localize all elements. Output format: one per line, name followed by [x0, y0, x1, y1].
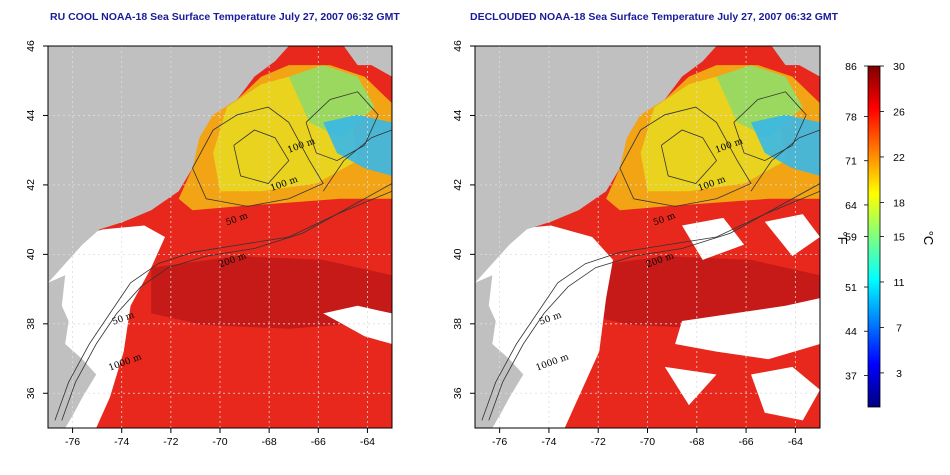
y-tick-label-left: 38: [25, 318, 37, 330]
x-tick-label-right: -76: [492, 436, 507, 448]
colorbar-fahrenheit-label: 37: [845, 370, 857, 382]
gulf-stream-core-left: [151, 256, 392, 329]
land-right-2: [771, 46, 820, 77]
title-left: RU COOL NOAA-18 Sea Surface Temperature …: [50, 11, 400, 23]
colorbar-celsius-label: 26: [893, 106, 905, 118]
x-tick-label-left: -72: [163, 436, 178, 448]
colorbar-fahrenheit-label: 44: [845, 326, 857, 338]
cloud-mask-right-1: [675, 298, 820, 360]
y-tick-label-right: 46: [452, 40, 464, 52]
colorbar-celsius-label: 11: [894, 277, 905, 289]
y-tick-label-left: 44: [25, 109, 37, 121]
colorbar: 30 26 22 18 15 11 7 3 86 78 71 64 59 51 44 37 °F °C: [835, 61, 936, 408]
y-tick-label-left: 36: [25, 387, 37, 399]
cloud-mask-right-6: [764, 214, 820, 257]
bathymetry-contour-left-0: [54, 190, 392, 421]
colorbar-celsius-label: 30: [893, 61, 905, 73]
bathymetry-contour-right-1: [488, 183, 820, 421]
land-left-2: [343, 46, 392, 77]
cloud-mask-right-3: [664, 366, 717, 406]
colorbar-celsius-label: 7: [896, 322, 902, 334]
colorbar-celsius-label: 3: [896, 368, 902, 380]
colorbar-celsius-label: 22: [893, 152, 905, 164]
colorbar-gradient: [867, 65, 881, 408]
x-tick-label-left: -66: [311, 436, 326, 448]
land-right-1: [475, 275, 524, 428]
colorbar-celsius-label: 15: [893, 232, 905, 244]
land-left-1: [48, 275, 97, 428]
bathymetry-contour-left-2: [192, 106, 324, 207]
y-tick-label-right: 42: [452, 179, 464, 191]
x-tick-label-right: -74: [541, 436, 556, 448]
land-right-0: [475, 46, 717, 283]
y-tick-label-right: 44: [452, 109, 464, 121]
x-tick-label-left: -64: [360, 436, 375, 448]
x-tick-label-left: -76: [65, 436, 80, 448]
x-tick-label-right: -64: [788, 436, 803, 448]
x-tick-label-right: -68: [689, 436, 704, 448]
colorbar-fahrenheit-label: 51: [845, 282, 857, 294]
cold-water-right: [751, 114, 820, 176]
colorbar-fahrenheit-label: 78: [845, 112, 857, 124]
bathymetry-contour-left-5: [322, 129, 392, 192]
x-tick-label-left: -74: [114, 436, 129, 448]
bathymetry-contour-left-3: [233, 129, 290, 184]
colorbar-fahrenheit-label: 86: [845, 61, 857, 73]
bathymetry-contour-left-1: [61, 183, 392, 421]
bathymetry-contour-right-3: [660, 129, 717, 184]
y-tick-label-left: 46: [25, 40, 37, 52]
y-tick-label-left: 42: [25, 179, 37, 191]
land-left-0: [48, 46, 289, 283]
colorbar-fahrenheit-label: 59: [845, 232, 857, 244]
fahrenheit-unit-label: °F: [835, 231, 850, 244]
y-tick-label-right: 36: [452, 387, 464, 399]
bathymetry-contour-right-0: [481, 190, 820, 421]
x-tick-label-right: -70: [640, 436, 655, 448]
bathymetry-contour-left-4: [305, 91, 379, 162]
celsius-unit-label: °C: [921, 231, 936, 246]
colorbar-fahrenheit-label: 64: [845, 200, 857, 212]
colorbar-celsius-label: 18: [893, 197, 905, 209]
x-tick-label-right: -66: [738, 436, 753, 448]
y-tick-label-left: 40: [25, 248, 37, 260]
y-tick-label-right: 40: [452, 248, 464, 260]
colorbar-fahrenheit-label: 71: [845, 156, 857, 168]
x-tick-label-left: -68: [262, 436, 277, 448]
bathymetry-contour-right-5: [750, 129, 820, 192]
cold-water-left: [323, 114, 392, 176]
x-tick-label-left: -70: [212, 436, 227, 448]
y-tick-label-right: 38: [452, 318, 464, 330]
bathymetry-contour-right-2: [619, 106, 752, 207]
title-right: DECLOUDED NOAA-18 Sea Surface Temperatur…: [470, 11, 839, 23]
cloud-mask-left-1: [323, 305, 392, 344]
x-tick-label-right: -72: [591, 436, 606, 448]
bathymetry-contour-right-4: [733, 91, 807, 162]
